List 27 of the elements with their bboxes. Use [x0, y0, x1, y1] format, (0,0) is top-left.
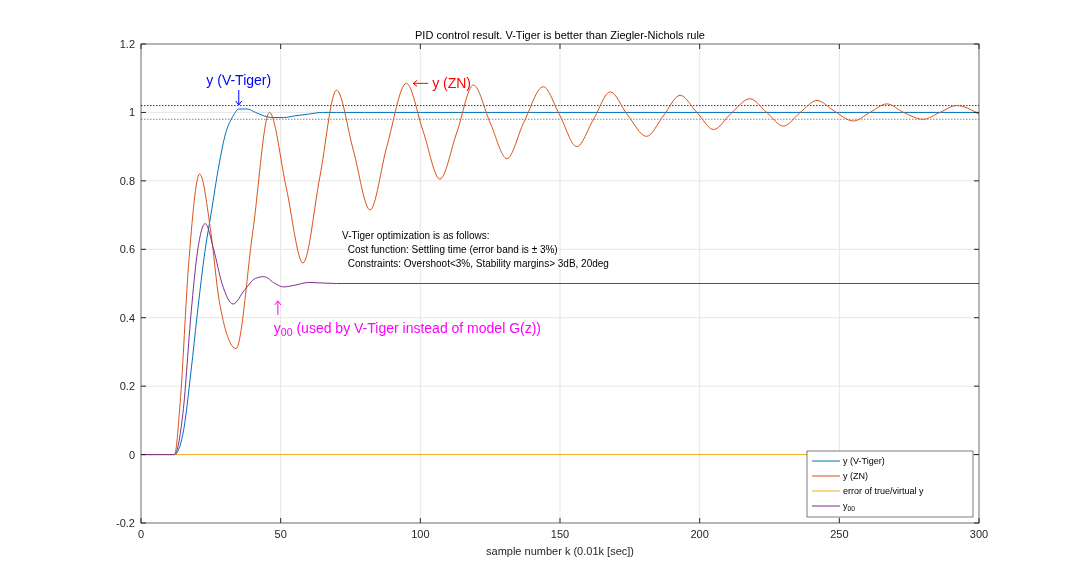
annotation: y$_{00}$ (used by V-Tiger instead of model G(z))	[273, 319, 542, 339]
y-tick-label: 1	[128, 106, 135, 119]
x-tick-label: 100	[411, 528, 430, 540]
x-tick-label: 200	[690, 528, 709, 540]
chart-title: PID control result. V-Tiger is better than Ziegler-Nichols rule	[415, 29, 705, 41]
legend-label: y$_{00}$	[843, 501, 856, 513]
legend-label: error of true/virtual y	[843, 486, 925, 496]
x-tick-label: 50	[274, 528, 287, 540]
legend-label: y (ZN)	[843, 471, 868, 481]
y-tick-label: 0.4	[119, 311, 135, 324]
annotation: Cost function: Settling time (error band is ± 3%)	[342, 244, 558, 256]
y-tick-label: 0	[128, 448, 135, 461]
y-tick-label: 0.8	[119, 174, 135, 187]
x-tick-label: 300	[969, 528, 989, 540]
annotation: y (ZN)	[432, 75, 472, 92]
y-tick-label: 1.2	[119, 38, 135, 50]
legend-label: y (V-Tiger)	[843, 456, 885, 466]
x-tick-label: 250	[830, 528, 849, 540]
annotation: Constraints: Overshoot<3%, Stability margins> 3dB, 20deg	[342, 258, 609, 270]
annotation: V-Tiger optimization is as follows:	[342, 230, 490, 242]
x-tick-label: 0	[137, 528, 145, 540]
y-tick-label: 0.2	[119, 380, 135, 393]
y-tick-label: 0.6	[119, 243, 135, 256]
annotation: y (V-Tiger)	[206, 72, 272, 89]
x-axis-title: sample number k (0.01k [sec])	[486, 545, 634, 557]
x-tick-label: 150	[550, 528, 570, 540]
y-tick-label: -0.2	[116, 517, 135, 529]
